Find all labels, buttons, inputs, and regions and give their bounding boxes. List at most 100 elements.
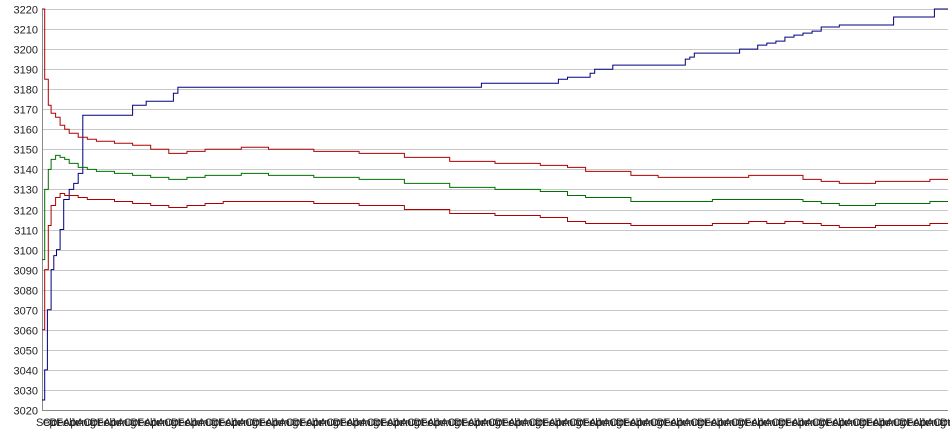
x-tick-label: Jun: [798, 417, 816, 429]
x-tick-label: Apr: [589, 417, 606, 429]
x-tick-label: Jun: [151, 417, 169, 429]
x-tick-label: Feb: [704, 417, 723, 429]
x-axis-tick-labels: SepOctDecFebAprJunAugOctDecFebAprJunAugO…: [36, 417, 950, 429]
x-tick-label: Oct: [852, 417, 869, 429]
x-tick-label: Apr: [792, 417, 809, 429]
x-tick-label: Oct: [124, 417, 141, 429]
y-tick-label: 3060: [14, 326, 38, 338]
x-tick-label: Dec: [90, 417, 110, 429]
x-tick-label: Oct: [43, 417, 60, 429]
x-tick-label: Feb: [866, 417, 885, 429]
x-tick-label: Apr: [711, 417, 728, 429]
x-tick-label: Aug: [400, 417, 420, 429]
x-tick-label: Jun: [191, 417, 209, 429]
x-tick-label: Feb: [218, 417, 237, 429]
y-tick-label: 3090: [14, 266, 38, 278]
x-tick-label: Dec: [738, 417, 758, 429]
x-tick-label: Jun: [879, 417, 897, 429]
x-tick-label: Aug: [319, 417, 339, 429]
x-tick-label: Apr: [549, 417, 566, 429]
x-tick-label: Dec: [778, 417, 798, 429]
y-tick-label: 3080: [14, 286, 38, 298]
x-tick-label: Dec: [616, 417, 636, 429]
x-tick-label: Aug: [603, 417, 623, 429]
x-tick-label: Oct: [933, 417, 950, 429]
x-tick-label: Dec: [900, 417, 920, 429]
y-tick-label: 3220: [14, 5, 38, 17]
x-tick-label: Apr: [387, 417, 404, 429]
x-tick-label: Apr: [63, 417, 80, 429]
x-tick-label: Feb: [178, 417, 197, 429]
x-tick-label: Oct: [690, 417, 707, 429]
x-tick-label: Oct: [528, 417, 545, 429]
x-tick-label: Dec: [859, 417, 879, 429]
x-tick-label: Dec: [211, 417, 231, 429]
x-tick-label: Feb: [380, 417, 399, 429]
x-tick-label: Feb: [542, 417, 561, 429]
x-tick-label: Aug: [805, 417, 825, 429]
x-tick-label: Jun: [636, 417, 654, 429]
x-tick-label: Feb: [663, 417, 682, 429]
x-tick-label: Jun: [434, 417, 452, 429]
x-tick-label: Aug: [441, 417, 461, 429]
x-tick-label: Jun: [475, 417, 493, 429]
x-tick-label: Oct: [286, 417, 303, 429]
x-tick-label: Feb: [623, 417, 642, 429]
y-tick-label: 3040: [14, 366, 38, 378]
y-tick-label: 3020: [14, 406, 38, 418]
x-tick-label: Aug: [157, 417, 177, 429]
x-tick-label: Apr: [873, 417, 890, 429]
x-tick-label: Feb: [825, 417, 844, 429]
x-tick-label: Sep: [36, 417, 56, 429]
x-tick-label: Apr: [144, 417, 161, 429]
x-tick-label: Dec: [657, 417, 677, 429]
x-tick-label: Dec: [130, 417, 150, 429]
x-tick-label: Dec: [252, 417, 272, 429]
x-tick-label: Feb: [906, 417, 925, 429]
x-tick-label: Dec: [49, 417, 69, 429]
x-tick-label: Feb: [421, 417, 440, 429]
y-tick-label: 3200: [14, 45, 38, 57]
x-tick-label: Feb: [56, 417, 75, 429]
x-tick-label: Dec: [414, 417, 434, 429]
x-tick-label: Oct: [812, 417, 829, 429]
series-line-4: [42, 193, 948, 331]
x-tick-label: Jun: [758, 417, 776, 429]
x-tick-label: Jun: [596, 417, 614, 429]
x-tick-label: Jun: [110, 417, 128, 429]
x-tick-label: Oct: [245, 417, 262, 429]
x-tick-label: Aug: [562, 417, 582, 429]
gridlines: [42, 9, 948, 411]
x-tick-label: Dec: [333, 417, 353, 429]
x-tick-label: Feb: [259, 417, 278, 429]
x-tick-label: Oct: [771, 417, 788, 429]
x-tick-label: Dec: [454, 417, 474, 429]
x-tick-label: Oct: [367, 417, 384, 429]
x-tick-label: Aug: [643, 417, 663, 429]
x-tick-label: Oct: [448, 417, 465, 429]
y-tick-label: 3140: [14, 165, 38, 177]
x-tick-label: Aug: [684, 417, 704, 429]
x-tick-label: Feb: [461, 417, 480, 429]
y-tick-label: 3100: [14, 246, 38, 258]
x-tick-label: Jun: [232, 417, 250, 429]
x-tick-label: Aug: [846, 417, 866, 429]
x-tick-label: Apr: [508, 417, 525, 429]
x-tick-label: Oct: [609, 417, 626, 429]
y-tick-label: 3070: [14, 306, 38, 318]
x-tick-label: Oct: [164, 417, 181, 429]
series-line-1: [42, 8, 948, 401]
x-tick-label: Jun: [920, 417, 938, 429]
x-tick-label: Apr: [225, 417, 242, 429]
x-tick-label: Aug: [117, 417, 137, 429]
x-tick-label: Apr: [306, 417, 323, 429]
y-tick-label: 3160: [14, 125, 38, 137]
x-tick-label: Oct: [650, 417, 667, 429]
axes: [42, 9, 948, 411]
x-tick-label: Apr: [265, 417, 282, 429]
x-tick-label: Feb: [97, 417, 116, 429]
x-tick-label: Dec: [373, 417, 393, 429]
x-tick-label: Aug: [765, 417, 785, 429]
x-tick-label: Apr: [751, 417, 768, 429]
y-tick-label: 3120: [14, 206, 38, 218]
